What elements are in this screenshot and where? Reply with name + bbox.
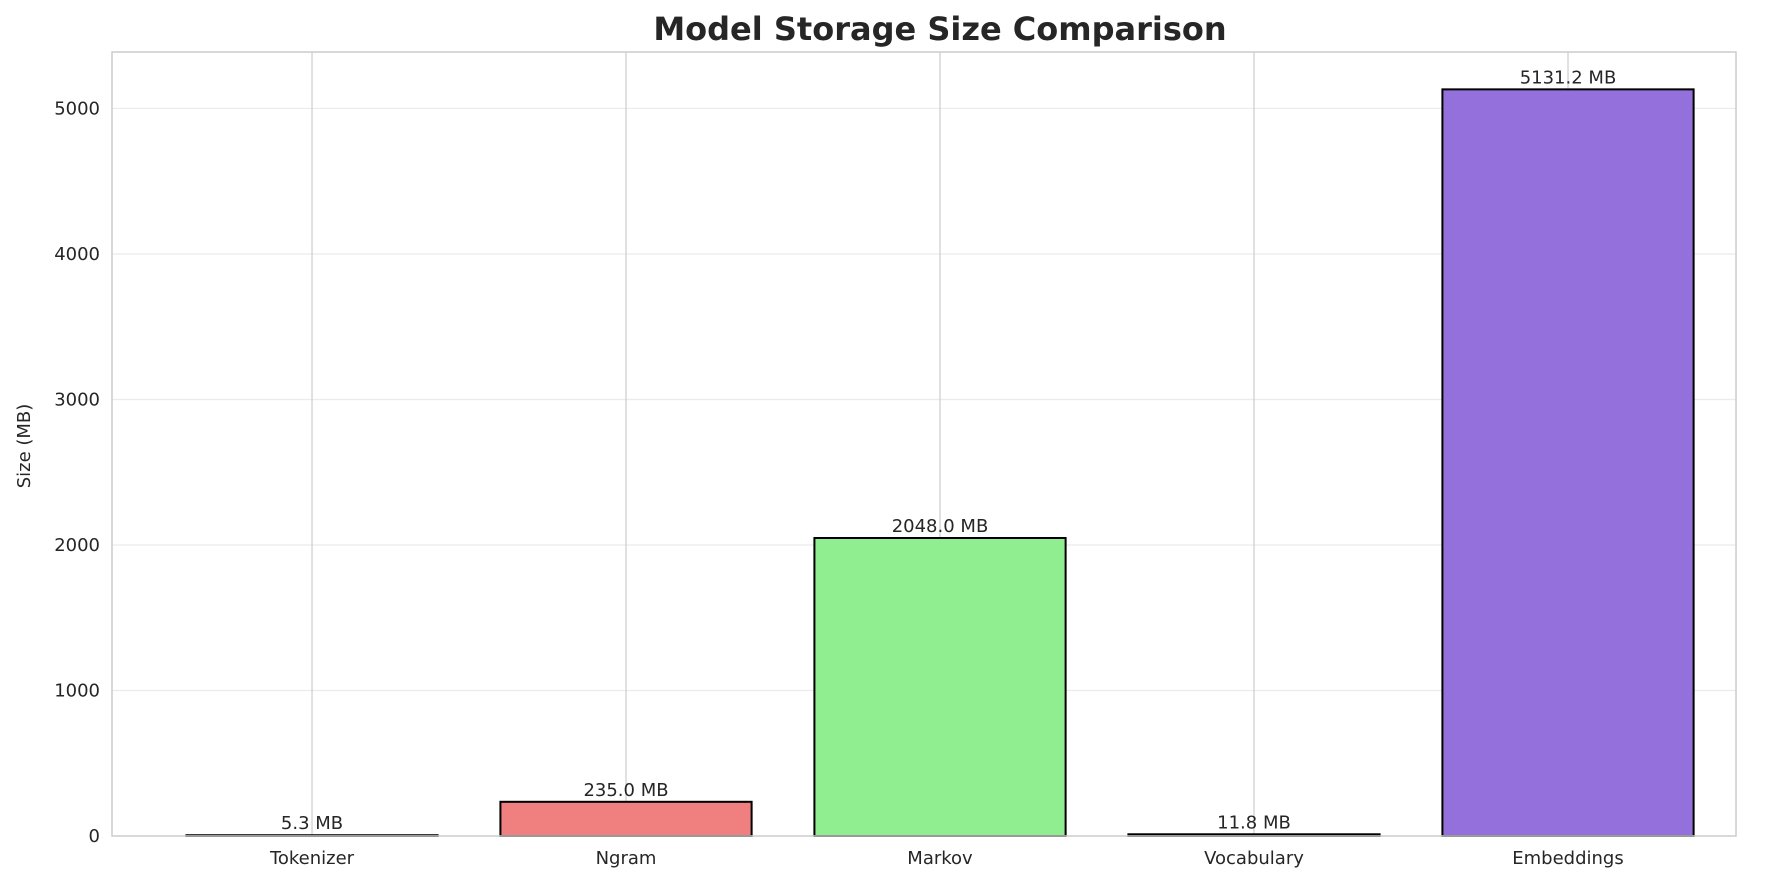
data-label: 5131.2 MB	[1520, 67, 1617, 88]
y-tick-label: 3000	[54, 389, 100, 410]
y-tick-label: 2000	[54, 535, 100, 556]
plot-frame	[111, 51, 1737, 837]
x-tick-label: Tokenizer	[269, 848, 355, 869]
bar-embeddings	[1441, 88, 1695, 838]
data-label: 2048.0 MB	[892, 516, 989, 537]
bar-ngram	[499, 800, 753, 837]
data-label: 11.8 MB	[1217, 812, 1291, 833]
data-label: 5.3 MB	[281, 813, 343, 834]
x-tick-label: Ngram	[596, 848, 657, 869]
x-tick-label: Embeddings	[1512, 848, 1623, 869]
chart-title: Model Storage Size Comparison	[653, 10, 1226, 48]
labels: 0 1000 2000 3000 4000 5000 5.3 MB Tokenizer 235.…	[54, 67, 1624, 869]
y-axis-label: Size (MB)	[14, 404, 35, 489]
y-tick-label: 5000	[54, 98, 100, 119]
bar-markov	[813, 536, 1067, 838]
y-tick-label: 0	[89, 826, 100, 847]
y-tick-label: 1000	[54, 680, 100, 701]
bars	[185, 88, 1695, 838]
y-tick-label: 4000	[54, 244, 100, 265]
x-tick-label: Markov	[907, 848, 973, 869]
x-tick-label: Vocabulary	[1204, 848, 1304, 869]
data-label: 235.0 MB	[583, 780, 668, 801]
